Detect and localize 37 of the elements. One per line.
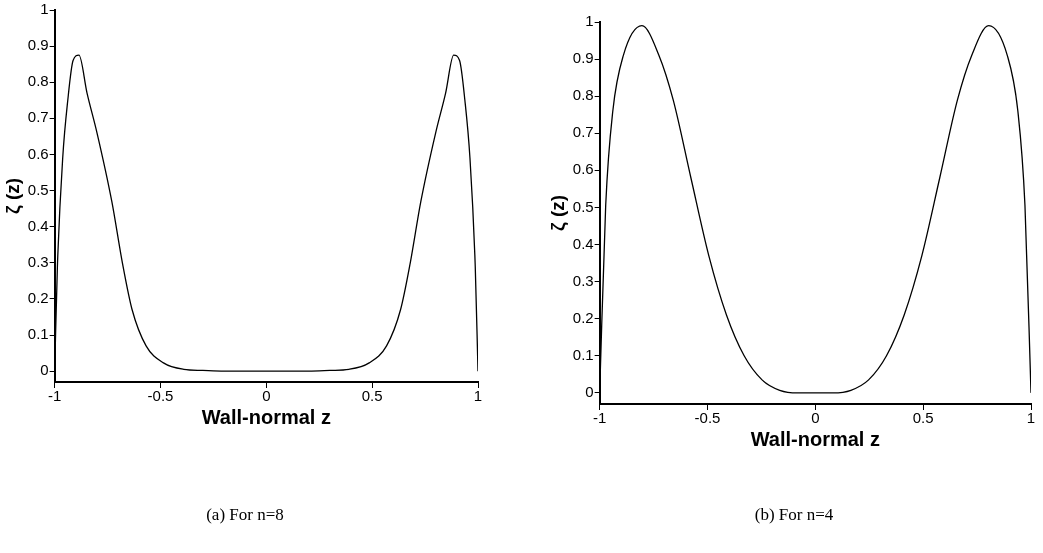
y-tick-label: 0.9 [27,36,49,54]
text: (b) For n=4 [753,505,835,525]
x-tick-label: 1 [473,387,483,405]
y-axis-title: ζ (z) [1,177,24,215]
y-tick-label: 0.5 [27,180,49,198]
x-tick-label: -0.5 [694,409,721,427]
y-tick-label: 0.8 [27,72,49,90]
y-tick-label: 0.3 [27,252,49,270]
y-tick-label: 0.8 [572,86,594,104]
y-tick-label: 0.2 [572,308,594,326]
y-tick-label: 0.7 [572,123,594,141]
y-tick-label: 0.3 [572,271,594,289]
x-tick-label: 1 [1026,409,1036,427]
y-tick-label: 0.6 [27,144,49,162]
x-tick-label: -1 [47,387,62,405]
y-tick-label: 0.9 [572,49,594,67]
y-tick-label: 0.4 [572,234,594,252]
y-tick-label: 0.5 [572,197,594,215]
y-tick-label: 0 [40,361,49,379]
text: (a) For n=8 [205,505,285,525]
x-tick-label: -1 [592,409,607,427]
y-tick-label: 1 [585,12,594,30]
y-tick-label: 0.6 [572,160,594,178]
y-tick-label: 0.1 [27,325,49,343]
y-tick-label: 0.2 [27,289,49,307]
y-tick-label: 0.7 [27,108,49,126]
x-tick-label: 0 [262,387,271,405]
x-tick-label: 0 [811,409,820,427]
x-axis-title: Wall-normal z [750,427,880,450]
y-tick-label: 0.4 [27,216,49,234]
x-tick-label: -0.5 [147,387,174,405]
x-axis-title: Wall-normal z [201,405,331,428]
x-tick-label: 0.5 [361,387,383,405]
y-tick-label: 0.1 [572,345,594,363]
x-tick-label: 0.5 [912,409,934,427]
y-tick-label: 1 [40,0,49,18]
y-axis-title: ζ (z) [546,194,569,232]
